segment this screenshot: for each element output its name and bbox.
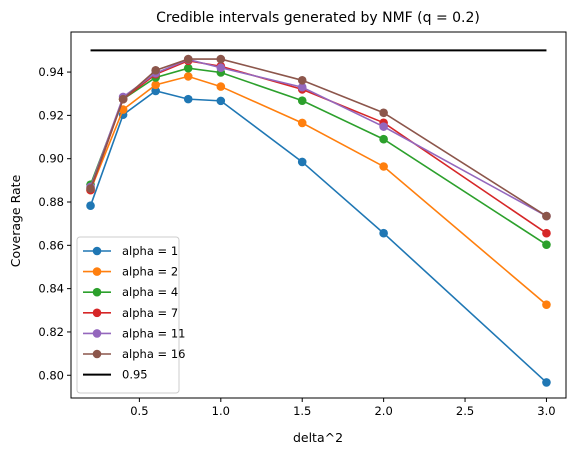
legend-label: alpha = 2: [122, 265, 178, 279]
data-point-alpha-2: [297, 118, 307, 128]
data-point-alpha-2: [216, 82, 226, 91]
series-line-alpha-1: [89, 90, 548, 383]
data-point-alpha-2: [183, 72, 193, 81]
x-tick-label: 1.0: [212, 404, 230, 418]
data-point-alpha-1: [297, 157, 307, 167]
y-axis-title: Coverage Rate: [8, 174, 23, 267]
legend-swatch-marker: [92, 287, 102, 297]
plot-area: [86, 49, 551, 387]
legend-swatch-marker: [92, 329, 102, 338]
data-point-alpha-1: [151, 86, 160, 96]
x-tick-label: 2.0: [374, 404, 392, 418]
legend-label: alpha = 16: [122, 347, 185, 361]
data-point-alpha-4: [379, 134, 388, 144]
legend-label: alpha = 11: [122, 326, 185, 340]
x-axis-title: delta^2: [293, 430, 343, 445]
y-tick-label: 0.80: [38, 368, 64, 382]
data-point-alpha-1: [216, 96, 226, 106]
data-point-alpha-11: [297, 82, 307, 92]
data-point-alpha-16: [379, 108, 388, 118]
y-tick-label: 0.82: [38, 325, 64, 339]
data-point-alpha-1: [379, 228, 388, 238]
data-point-alpha-16: [86, 184, 95, 193]
data-point-alpha-2: [542, 300, 551, 309]
y-tick-label: 0.90: [38, 152, 64, 166]
data-point-alpha-11: [216, 63, 226, 73]
x-tick-label: 3.0: [537, 404, 555, 418]
legend-label: alpha = 1: [122, 244, 178, 258]
data-point-alpha-4: [297, 96, 307, 105]
data-point-alpha-11: [379, 122, 388, 131]
legend: alpha = 1 alpha = 2 alpha = 4 alpha = 7 alph…: [76, 236, 185, 394]
data-point-alpha-16: [183, 54, 193, 64]
x-tick-label: 0.5: [130, 404, 148, 418]
data-point-alpha-16: [542, 211, 551, 221]
axes: 0.5 1.0 1.5 2.0 2.5 3.0 0.80 0.82 0.84 0.86 0.88 0.…: [38, 31, 567, 418]
data-point-alpha-16: [297, 75, 307, 85]
legend-swatch-marker: [92, 267, 102, 276]
data-point-alpha-1: [542, 378, 551, 387]
y-tick-label: 0.84: [38, 282, 64, 296]
data-point-alpha-7: [542, 228, 551, 238]
legend-label: 0.95: [122, 368, 148, 382]
data-point-alpha-16: [151, 66, 160, 75]
series-line-alpha-11: [89, 58, 547, 217]
legend-swatch-marker: [92, 308, 102, 318]
x-tick-label: 2.5: [456, 404, 474, 418]
data-point-alpha-4: [183, 63, 193, 73]
x-tick-label: 1.5: [293, 404, 311, 418]
series-line-alpha-16: [89, 58, 547, 217]
series-line-alpha-2: [89, 75, 547, 306]
data-point-alpha-1: [183, 94, 193, 104]
data-point-alpha-4: [542, 240, 551, 249]
data-point-alpha-1: [86, 201, 95, 210]
data-point-alpha-2: [379, 162, 388, 171]
chart-title: Credible intervals generated by NMF (q =…: [156, 10, 480, 26]
data-point-alpha-2: [151, 80, 160, 90]
legend-swatch-marker: [92, 349, 102, 359]
data-point-alpha-16: [216, 54, 226, 64]
data-point-alpha-16: [118, 94, 128, 104]
legend-label: alpha = 4: [122, 285, 178, 299]
legend-label: alpha = 7: [122, 306, 178, 320]
y-tick-label: 0.88: [38, 195, 64, 209]
legend-swatch-marker: [92, 246, 102, 256]
y-tick-label: 0.92: [38, 108, 64, 122]
y-tick-label: 0.94: [38, 65, 64, 79]
y-tick-label: 0.86: [38, 238, 64, 252]
plot-frame: [70, 31, 567, 399]
